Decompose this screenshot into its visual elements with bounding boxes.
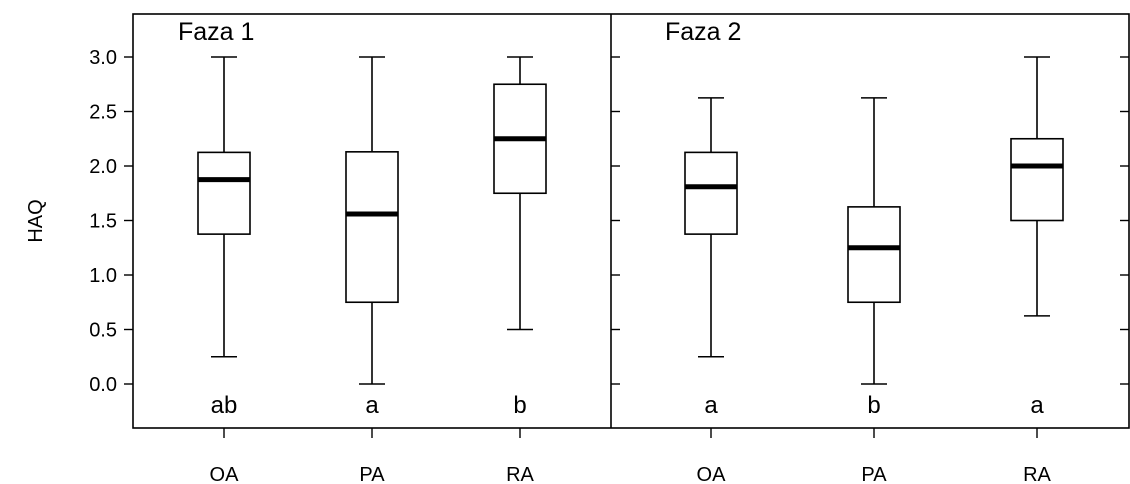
significance-label: a	[365, 392, 379, 419]
box-ra: b RA	[493, 56, 547, 484]
plot-frame	[132, 13, 1130, 429]
y-axis-title: HAQ	[25, 199, 47, 242]
x-tick-label: OA	[697, 464, 727, 484]
iqr-box	[345, 151, 399, 304]
box-ra: a RA	[1010, 56, 1064, 484]
x-tick-label: PA	[861, 464, 887, 484]
significance-label: ab	[211, 392, 238, 419]
iqr-box	[847, 206, 901, 304]
box-pa: b PA	[847, 97, 901, 484]
y-tick-label: 0.5	[89, 320, 117, 342]
panel-title: Faza 2	[665, 18, 741, 46]
x-tick-label: PA	[359, 464, 385, 484]
significance-label: a	[1030, 392, 1044, 419]
box-oa: ab OA	[197, 56, 251, 484]
y-tick-label: 0.0	[89, 374, 117, 396]
y-tick-label: 2.5	[89, 102, 117, 124]
x-tick-label: OA	[210, 464, 240, 484]
y-tick-label: 1.0	[89, 265, 117, 287]
iqr-box	[684, 151, 738, 235]
x-tick-label: RA	[1023, 464, 1051, 484]
panel-2: Faza 2 a OA b PA a RA	[665, 18, 1064, 484]
y-tick-label: 1.5	[89, 211, 117, 233]
iqr-box	[197, 151, 251, 235]
y-tick-label: 3.0	[89, 47, 117, 69]
significance-label: b	[513, 392, 526, 419]
box-oa: a OA	[684, 97, 738, 484]
x-tick-label: RA	[506, 464, 534, 484]
significance-label: b	[867, 392, 880, 419]
iqr-box	[1010, 137, 1064, 222]
box-pa: a PA	[345, 56, 399, 484]
panels: Faza 1 ab OA a PA b RA Faza 2 a OA b PA a RA	[178, 18, 1064, 484]
plot-border	[132, 13, 1130, 429]
y-tick-label: 2.0	[89, 156, 117, 178]
panel-title: Faza 1	[178, 18, 254, 46]
significance-label: a	[704, 392, 718, 419]
panel-1: Faza 1 ab OA a PA b RA	[178, 18, 547, 484]
y-axis: 0.0 0.5 1.0 1.5 2.0 2.5 3.0	[89, 47, 1129, 396]
